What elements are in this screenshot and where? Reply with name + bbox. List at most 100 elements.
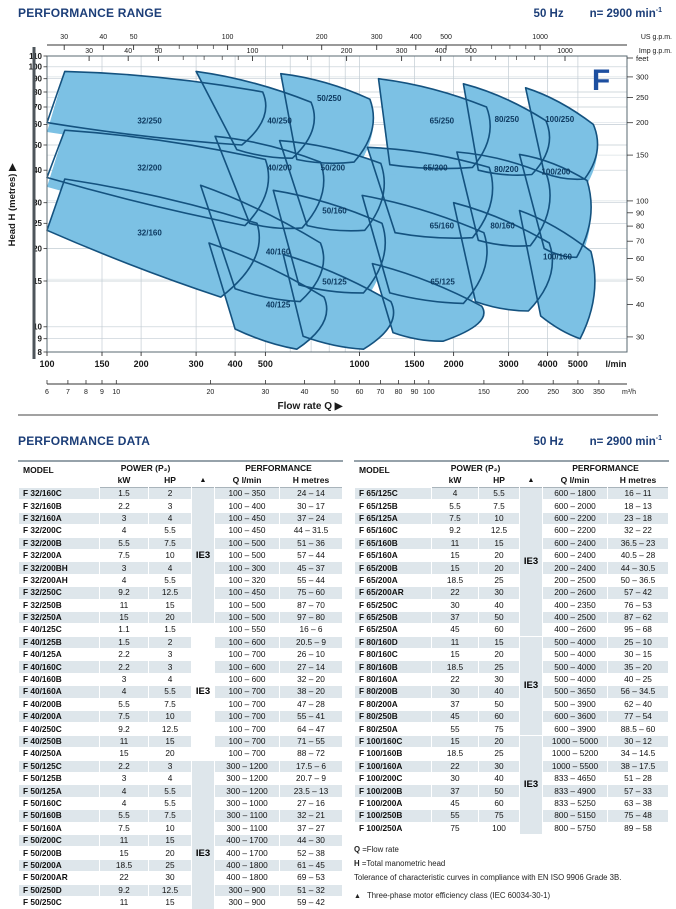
hp-cell: 10 xyxy=(479,512,519,526)
model-cell: F 40/125C xyxy=(19,624,99,637)
head-metre-tick: 20 xyxy=(33,244,42,253)
flow-range-cell: 100 – 700 xyxy=(215,649,279,662)
lmin-tick: 400 xyxy=(228,359,243,369)
hp-cell: 5.5 xyxy=(149,798,191,811)
kw-cell: 15 xyxy=(432,735,478,749)
region-fill-100/250 xyxy=(525,87,598,189)
model-cell: F 65/200AR xyxy=(355,587,431,600)
us-gpm-tick: 500 xyxy=(440,34,452,41)
model-cell: F 100/160B xyxy=(355,748,431,761)
table-row: F 100/200B 37 50 833 – 4900 57 – 33 xyxy=(355,785,668,798)
head-feet-tick: 80 xyxy=(636,222,644,231)
flow-range-cell: 100 – 350 xyxy=(215,488,279,501)
table-row: F 40/160A 4 5.5 100 – 700 38 – 20 xyxy=(19,686,342,699)
head-range-cell: 20.5 – 9 xyxy=(280,636,342,650)
lmin-tick: 200 xyxy=(134,359,149,369)
kw-cell: 45 xyxy=(432,798,478,811)
imp-gpm-tick: 300 xyxy=(396,48,408,55)
region-label-32/250: 32/250 xyxy=(137,117,162,126)
region-50/160 xyxy=(272,189,386,294)
flow-range-cell: 100 – 500 xyxy=(215,611,279,625)
m3h-tick: 6 xyxy=(45,389,49,396)
flow-range-cell: 300 – 900 xyxy=(215,897,279,909)
hp-cell: 10 xyxy=(149,550,191,563)
table-row: F 50/125A 4 5.5 300 – 1200 23.5 – 13 xyxy=(19,785,342,798)
kw-cell: 4 xyxy=(100,525,148,538)
kw-cell: 37 xyxy=(432,611,478,625)
flow-range-cell: 100 – 700 xyxy=(215,699,279,712)
table-row: F 100/200A 45 60 833 – 5250 63 – 38 xyxy=(355,798,668,811)
table-row: F 100/160B 18.5 25 1000 – 5200 34 – 14.5 xyxy=(355,748,668,761)
model-cell: F 100/250A xyxy=(355,823,431,835)
lmin-tick: 1000 xyxy=(349,359,369,369)
region-label-100/200: 100/200 xyxy=(541,168,570,177)
lmin-tick: 150 xyxy=(94,359,109,369)
m3h-tick: 8 xyxy=(84,389,88,396)
power-column-header: POWER (P₂) xyxy=(100,462,191,474)
hp-cell: 30 xyxy=(479,760,519,773)
head-range-cell: 97 – 80 xyxy=(280,611,342,625)
hp-cell: 15 xyxy=(149,897,191,909)
model-cell: F 65/160B xyxy=(355,537,431,550)
lmin-tick: 4000 xyxy=(538,359,558,369)
hp-cell: 3 xyxy=(149,760,191,773)
region-50/250 xyxy=(280,72,375,165)
m3h-tick: 40 xyxy=(301,389,309,396)
hp-cell: 25 xyxy=(479,748,519,761)
model-cell: F 40/160C xyxy=(19,661,99,674)
imp-gpm-tick: 500 xyxy=(465,48,477,55)
kw-cell: 5.5 xyxy=(432,500,478,513)
table-row: F 50/200C 11 15 400 – 1700 44 – 30 xyxy=(19,834,342,848)
head-feet-tick: 60 xyxy=(636,254,644,263)
flow-range-cell: 600 – 2400 xyxy=(543,550,607,563)
region-label-65/200: 65/200 xyxy=(423,163,448,172)
head-metre-tick: 40 xyxy=(33,166,42,175)
kw-cell: 45 xyxy=(432,711,478,724)
hp-cell: 30 xyxy=(479,587,519,600)
kw-cell: 3 xyxy=(100,674,148,687)
hp-cell: 12.5 xyxy=(149,587,191,600)
head-range-cell: 32 – 21 xyxy=(280,810,342,823)
head-feet-tick: 90 xyxy=(636,208,644,217)
table-row: F 65/250B 37 50 400 – 2500 87 – 62 xyxy=(355,611,668,625)
kw-cell: 75 xyxy=(432,823,478,835)
model-cell: F 65/250A xyxy=(355,624,431,637)
model-cell: F 80/160B xyxy=(355,661,431,674)
kw-cell: 9.2 xyxy=(100,723,148,736)
head-metre-tick: 100 xyxy=(29,63,43,72)
us-gpm-tick: 400 xyxy=(410,34,422,41)
model-cell: F 65/250C xyxy=(355,600,431,612)
power-column-header: POWER (P₂) xyxy=(432,462,519,474)
region-80/200 xyxy=(456,151,551,247)
triangle-icon: ▲ xyxy=(354,892,361,900)
head-range-cell: 52 – 38 xyxy=(280,847,342,860)
head-range-cell: 59 – 42 xyxy=(280,897,342,909)
flow-range-cell: 600 – 3900 xyxy=(543,723,607,736)
table-row: F 40/125A 2.2 3 100 – 700 26 – 10 xyxy=(19,649,342,662)
kw-cell: 18.5 xyxy=(432,748,478,761)
flow-range-cell: 833 – 4900 xyxy=(543,785,607,798)
head-range-cell: 40 – 25 xyxy=(608,674,668,687)
region-50/125 xyxy=(282,253,395,350)
head-range-cell: 50 – 36.5 xyxy=(608,575,668,588)
model-cell: F 32/200B xyxy=(19,537,99,550)
model-cell: F 50/250C xyxy=(19,897,99,909)
hp-header: HP xyxy=(149,474,191,488)
head-range-cell: 18 – 13 xyxy=(608,500,668,513)
table-row: F 50/160A 7.5 10 300 – 1100 37 – 27 xyxy=(19,823,342,835)
kw-cell: 11 xyxy=(432,537,478,550)
flow-range-cell: 100 – 320 xyxy=(215,575,279,588)
flow-range-cell: 100 – 700 xyxy=(215,686,279,699)
model-cell: F 65/160A xyxy=(355,550,431,563)
kw-header: kW xyxy=(100,474,148,488)
model-cell: F 40/200A xyxy=(19,711,99,724)
m3h-tick: 150 xyxy=(478,389,490,396)
head-range-cell: 26 – 10 xyxy=(280,649,342,662)
performance-column-header: PERFORMANCE xyxy=(215,462,342,474)
table-row: F 65/250A 45 60 400 – 2600 95 – 68 xyxy=(355,624,668,637)
head-feet-tick: 100 xyxy=(636,196,649,205)
flow-range-cell: 100 – 700 xyxy=(215,711,279,724)
head-range-cell: 57 – 44 xyxy=(280,550,342,563)
kw-cell: 15 xyxy=(432,562,478,575)
imp-gpm-tick: 200 xyxy=(341,48,353,55)
